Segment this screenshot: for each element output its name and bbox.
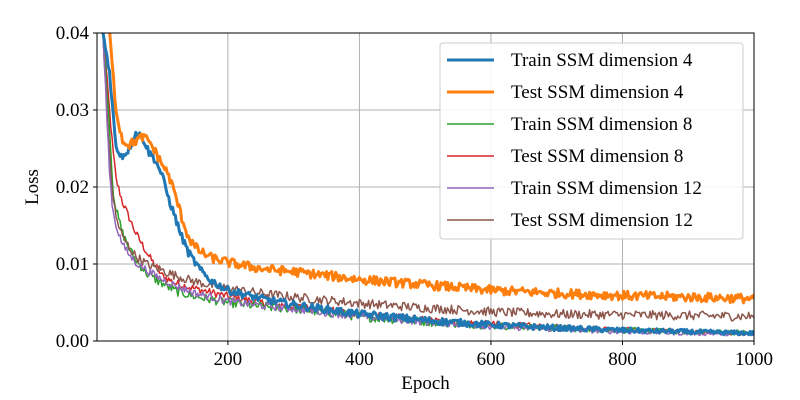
y-axis-label: Loss <box>22 169 43 205</box>
series-line-train-ssm-dimension-4 <box>101 33 754 337</box>
legend-label-train-ssm-dimension-12: Train SSM dimension 12 <box>511 178 702 199</box>
x-axis-label: Epoch <box>401 373 450 394</box>
x-tick-label: 1000 <box>735 349 773 370</box>
series-layer <box>101 33 754 337</box>
legend-label-train-ssm-dimension-4: Train SSM dimension 4 <box>511 50 693 71</box>
legend-label-test-ssm-dimension-4: Test SSM dimension 4 <box>511 82 684 103</box>
y-axis-ticks: 0.00 0.01 0.02 0.03 0.04 <box>56 23 97 352</box>
legend-box <box>439 42 744 240</box>
x-axis-ticks: 200 400 600 800 1000 <box>214 341 773 370</box>
x-tick-label: 800 <box>608 349 637 370</box>
y-tick-label: 0.03 <box>56 100 89 121</box>
series-line-test-ssm-dimension-4 <box>108 33 754 305</box>
y-tick-label: 0.00 <box>56 331 89 352</box>
legend-label-test-ssm-dimension-12: Test SSM dimension 12 <box>511 210 693 231</box>
y-tick-label: 0.01 <box>56 254 89 275</box>
y-tick-label: 0.04 <box>56 23 90 44</box>
legend-label-train-ssm-dimension-8: Train SSM dimension 8 <box>511 114 692 135</box>
legend-label-test-ssm-dimension-8: Test SSM dimension 8 <box>511 146 683 167</box>
y-tick-label: 0.02 <box>56 177 89 198</box>
x-tick-label: 200 <box>214 349 243 370</box>
x-tick-label: 600 <box>477 349 506 370</box>
legend: Train SSM dimension 4 Test SSM dimension … <box>439 42 744 240</box>
x-tick-label: 400 <box>345 349 374 370</box>
